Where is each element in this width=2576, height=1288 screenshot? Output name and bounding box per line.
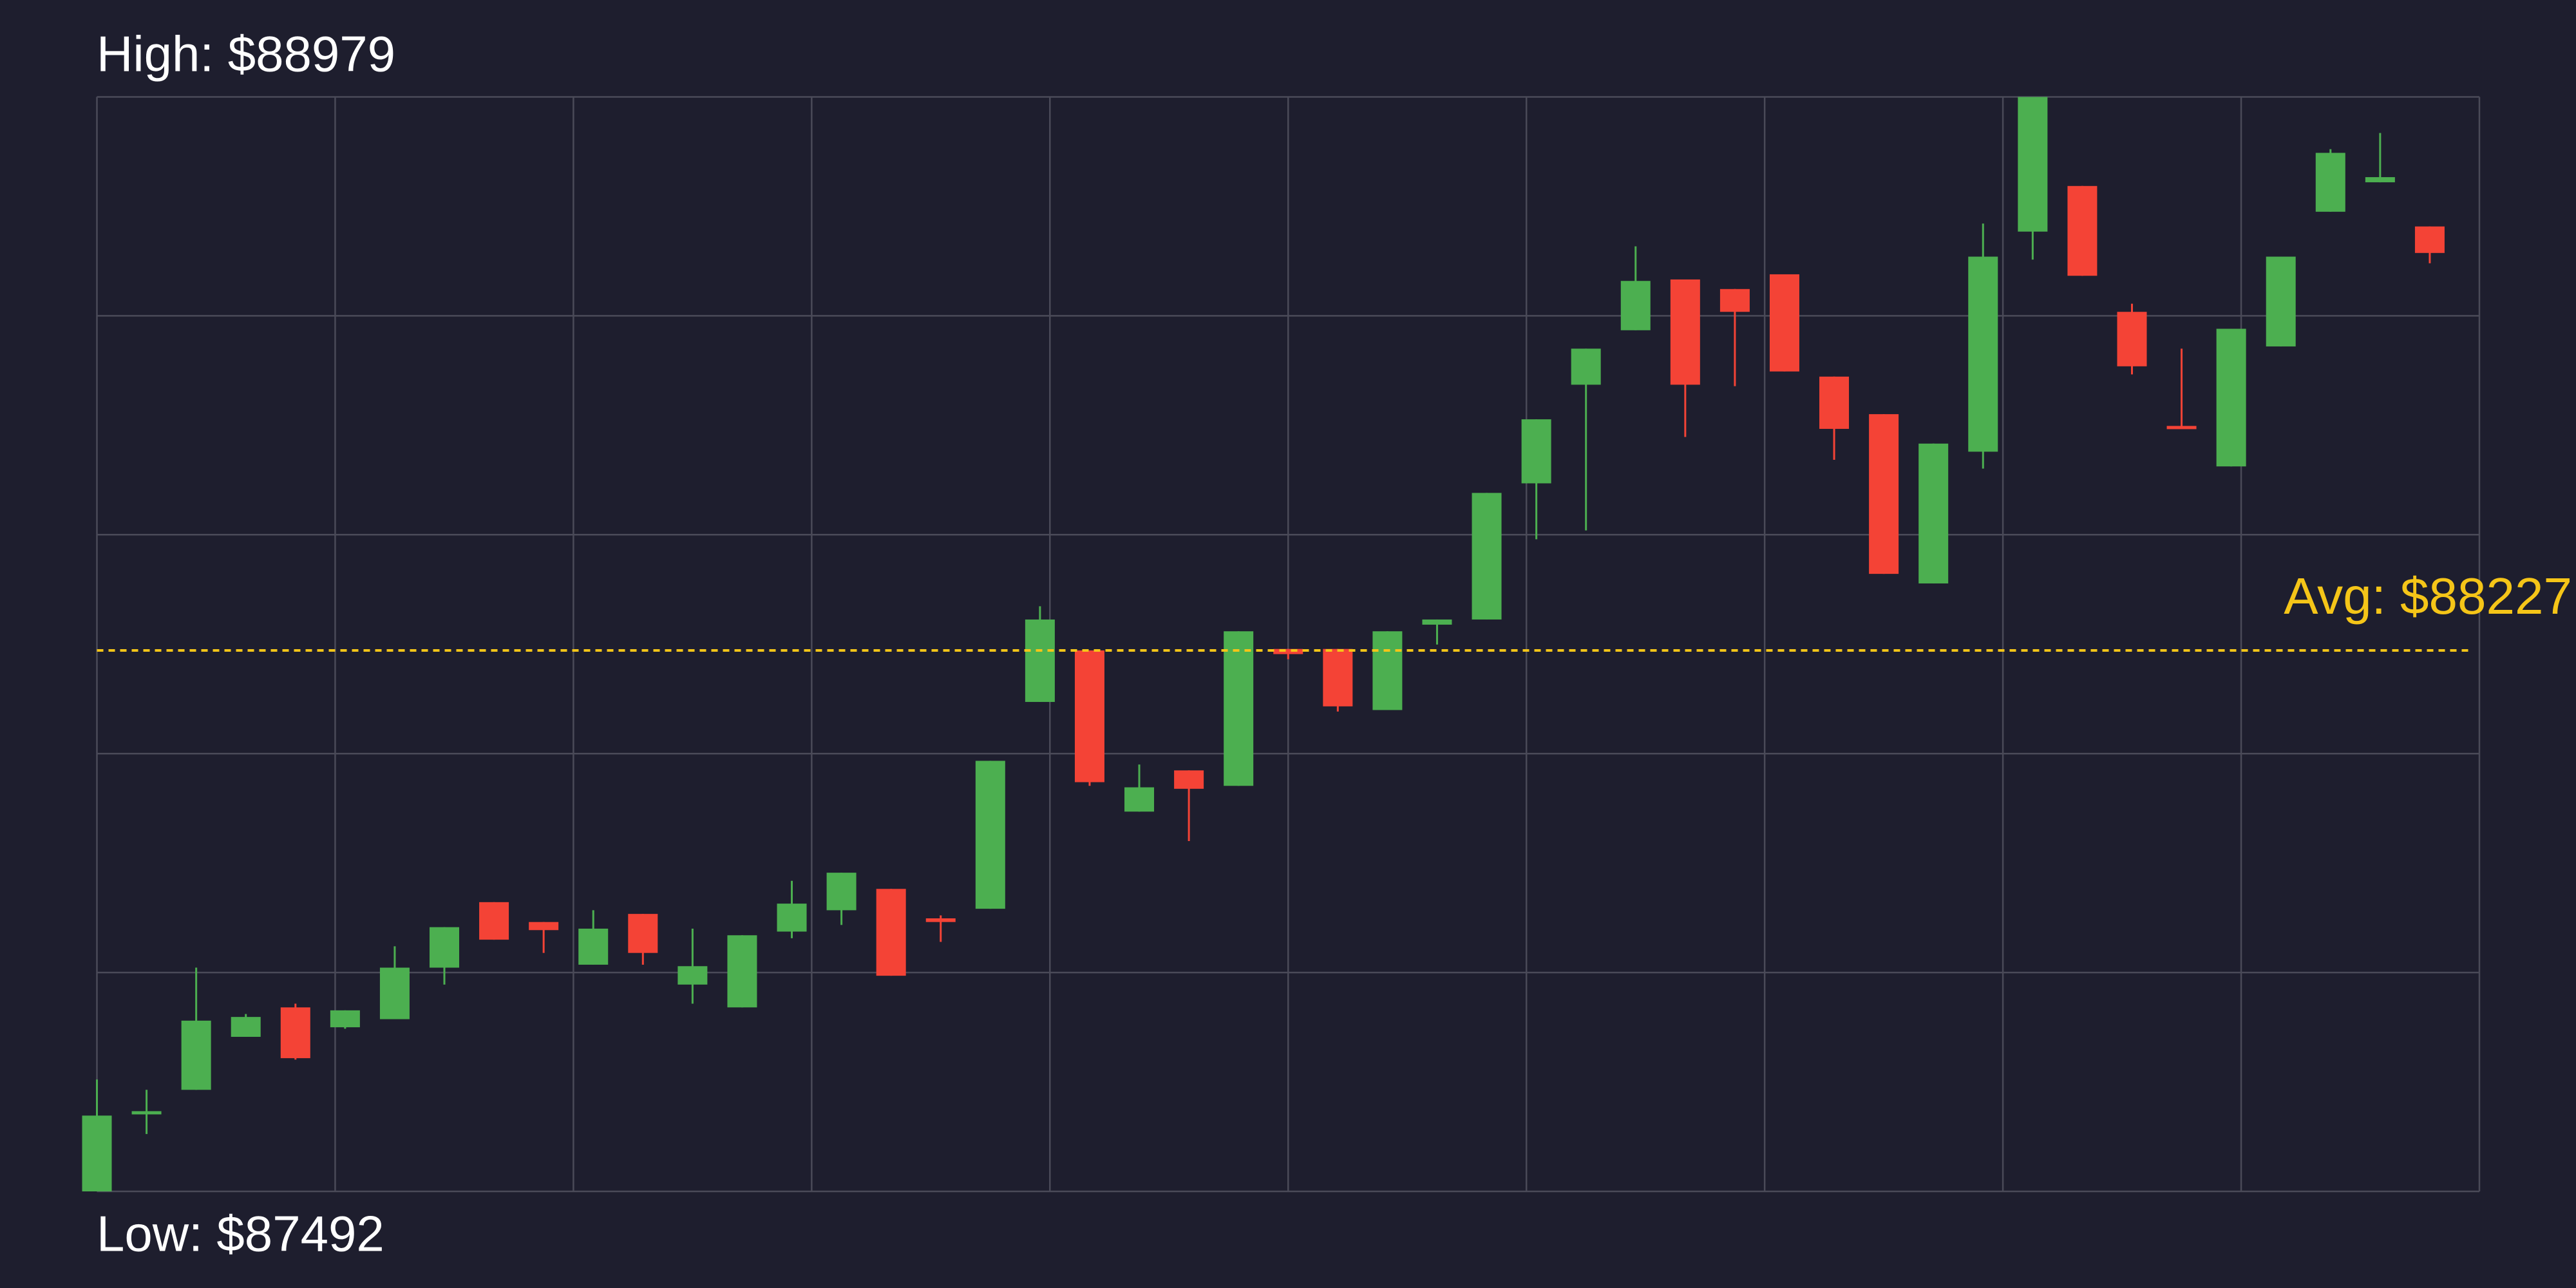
candle-body <box>1819 376 1850 429</box>
candle-body <box>2315 153 2345 212</box>
candle-body <box>1968 256 1998 452</box>
candle-body <box>2067 185 2098 276</box>
candle-body <box>1323 649 1353 706</box>
candle-body <box>975 761 1005 909</box>
candle-body <box>876 889 906 976</box>
low-label: Low: $87492 <box>97 1206 384 1262</box>
candle-body <box>2266 256 2296 346</box>
candle-body <box>231 1017 261 1037</box>
candle-body <box>2414 226 2445 253</box>
candle-body <box>181 1020 211 1090</box>
candle-body <box>280 1007 310 1059</box>
candle-body <box>430 927 460 968</box>
candle-body <box>1372 631 1403 710</box>
candle-body <box>1472 493 1502 620</box>
candle-body <box>2166 426 2197 430</box>
candle-body <box>1918 443 1949 583</box>
candle-body <box>578 928 609 965</box>
candle-body <box>1174 770 1204 789</box>
candle-body <box>1224 631 1254 786</box>
candle-body <box>1025 619 1055 702</box>
high-label: High: $88979 <box>97 26 395 82</box>
candle-body <box>330 1010 360 1028</box>
candle-body <box>379 967 410 1019</box>
candle-body <box>2216 328 2246 467</box>
candle-body <box>1124 787 1155 812</box>
candle-body <box>1869 414 1899 574</box>
candle-body <box>1670 279 1700 385</box>
candle-body <box>777 904 807 932</box>
candle-body <box>131 1111 162 1115</box>
candle-body <box>1719 289 1750 312</box>
candle-body <box>677 966 708 985</box>
candle-body <box>1422 619 1452 625</box>
candle-body <box>2365 177 2395 183</box>
candle-body <box>925 918 956 922</box>
candle-body <box>727 935 757 1008</box>
candle-body <box>2018 97 2048 232</box>
candle-body <box>1521 419 1551 484</box>
candle-body <box>2117 312 2147 366</box>
candle-body <box>1769 274 1799 372</box>
candle-body <box>1074 650 1104 782</box>
candle-body <box>1571 348 1601 385</box>
candle-body <box>529 922 559 931</box>
average-label: Avg: $88227 <box>2284 567 2572 625</box>
candle-body <box>1620 281 1651 330</box>
candle-body <box>82 1115 112 1191</box>
candle-body <box>479 902 509 940</box>
candle-body <box>1273 649 1303 654</box>
candle-body <box>628 914 658 953</box>
candle-body <box>826 873 857 911</box>
